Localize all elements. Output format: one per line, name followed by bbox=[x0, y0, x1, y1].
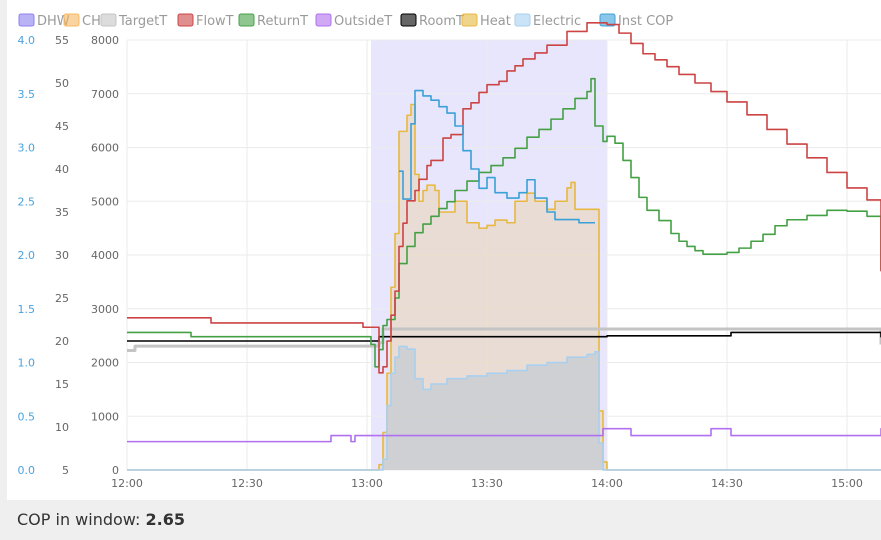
legend-label: CH bbox=[82, 14, 101, 29]
tick-label-temp: 15 bbox=[55, 378, 69, 391]
legend-item-roomt[interactable]: RoomT bbox=[400, 13, 464, 29]
tick-label-cop: 4.0 bbox=[18, 34, 36, 47]
y-axis-cop: 0.0 0.5 1.0 1.5 2.0 2.5 3.0 3.5 4.0 bbox=[18, 34, 36, 477]
legend-swatch bbox=[100, 13, 117, 27]
tick-label-temp: 50 bbox=[55, 77, 69, 90]
legend-swatch bbox=[315, 13, 332, 27]
chart-panel: DHW CH TargetT FlowT ReturnT OutsideT RoomT Hea… bbox=[7, 0, 881, 500]
legend-item-inst-cop[interactable]: Inst COP bbox=[599, 13, 673, 29]
legend-label: OutsideT bbox=[334, 14, 392, 29]
tick-label-cop: 2.0 bbox=[18, 249, 36, 262]
tick-label-x: 12:00 bbox=[111, 477, 143, 490]
legend-label: DHW bbox=[37, 14, 70, 29]
tick-label-temp: 25 bbox=[55, 292, 69, 305]
legend-swatch bbox=[63, 13, 80, 27]
tick-label-x: 14:00 bbox=[591, 477, 623, 490]
tick-label-power: 7000 bbox=[91, 88, 119, 101]
tick-label-temp: 10 bbox=[55, 421, 69, 434]
tick-label-power: 8000 bbox=[91, 34, 119, 47]
tick-label-power: 4000 bbox=[91, 249, 119, 262]
tick-label-power: 2000 bbox=[91, 357, 119, 370]
series-line-electric bbox=[127, 345, 881, 471]
cop-summary: COP in window: 2.65 bbox=[17, 510, 185, 529]
cop-label: COP in window: bbox=[17, 510, 141, 529]
legend-label: Electric bbox=[533, 14, 581, 29]
legend-swatch bbox=[514, 13, 531, 27]
tick-label-x: 13:30 bbox=[471, 477, 503, 490]
legend-label: ReturnT bbox=[257, 14, 308, 29]
legend-swatch bbox=[400, 13, 417, 27]
legend-swatch bbox=[461, 13, 478, 27]
tick-label-x: 15:00 bbox=[831, 477, 863, 490]
legend-label: TargetT bbox=[118, 14, 167, 29]
legend-item-flowt[interactable]: FlowT bbox=[177, 13, 234, 29]
legend-item-heat[interactable]: Heat bbox=[461, 13, 511, 29]
tick-label-cop: 1.5 bbox=[18, 303, 36, 316]
legend-swatch bbox=[177, 13, 194, 27]
tick-label-temp: 5 bbox=[62, 464, 69, 477]
series-line-returnt bbox=[127, 77, 881, 368]
series-area-electric bbox=[127, 346, 881, 470]
series-line-heat bbox=[127, 103, 881, 471]
tick-label-cop: 0.0 bbox=[18, 464, 36, 477]
tick-label-x: 13:00 bbox=[351, 477, 383, 490]
legend-item-electric[interactable]: Electric bbox=[514, 13, 581, 29]
legend-label: FlowT bbox=[196, 14, 234, 29]
series-layer bbox=[127, 22, 881, 471]
tick-label-cop: 1.0 bbox=[18, 357, 36, 370]
tick-label-cop: 3.0 bbox=[18, 142, 36, 155]
y-axis-temperature: 5 10 15 20 25 30 35 40 45 50 55 bbox=[55, 34, 69, 477]
tick-label-temp: 45 bbox=[55, 120, 69, 133]
tick-label-temp: 30 bbox=[55, 249, 69, 262]
tick-label-x: 14:30 bbox=[711, 477, 743, 490]
cop-value: 2.65 bbox=[145, 510, 185, 529]
tick-label-power: 5000 bbox=[91, 195, 119, 208]
y-axis-power: 0 1000 2000 3000 4000 5000 6000 7000 8000 bbox=[91, 34, 119, 477]
footer-bar: COP in window: 2.65 bbox=[7, 500, 881, 540]
legend-swatch bbox=[18, 13, 35, 27]
tick-label-cop: 0.5 bbox=[18, 410, 36, 423]
tick-label-temp: 20 bbox=[55, 335, 69, 348]
legend-item-dhw[interactable]: DHW bbox=[18, 13, 70, 29]
legend-item-targett[interactable]: TargetT bbox=[100, 13, 167, 29]
legend[interactable]: DHW CH TargetT FlowT ReturnT OutsideT RoomT Hea… bbox=[18, 13, 673, 29]
tick-label-temp: 35 bbox=[55, 206, 69, 219]
tick-label-temp: 40 bbox=[55, 163, 69, 176]
tick-label-power: 1000 bbox=[91, 410, 119, 423]
legend-item-returnt[interactable]: ReturnT bbox=[238, 13, 308, 29]
tick-label-power: 3000 bbox=[91, 303, 119, 316]
tick-label-cop: 3.5 bbox=[18, 88, 36, 101]
legend-label: Heat bbox=[480, 14, 511, 29]
tick-label-temp: 55 bbox=[55, 34, 69, 47]
tick-label-x: 12:30 bbox=[231, 477, 263, 490]
legend-item-ch[interactable]: CH bbox=[63, 13, 101, 29]
chart-svg[interactable]: DHW CH TargetT FlowT ReturnT OutsideT RoomT Hea… bbox=[7, 0, 881, 500]
legend-label: RoomT bbox=[419, 14, 464, 29]
legend-swatch bbox=[238, 13, 255, 27]
tick-label-cop: 2.5 bbox=[18, 195, 36, 208]
tick-label-power: 0 bbox=[112, 464, 119, 477]
legend-item-outsidet[interactable]: OutsideT bbox=[315, 13, 392, 29]
tick-label-power: 6000 bbox=[91, 142, 119, 155]
series-line-flowt bbox=[127, 22, 881, 374]
legend-label: Inst COP bbox=[618, 14, 673, 29]
series-area-heat bbox=[127, 104, 881, 470]
x-axis-time: 12:0012:3013:0013:3014:0014:3015:0015:30… bbox=[111, 477, 863, 490]
series-line-outsidet bbox=[127, 427, 881, 443]
series-line-inst-cop bbox=[399, 89, 595, 224]
